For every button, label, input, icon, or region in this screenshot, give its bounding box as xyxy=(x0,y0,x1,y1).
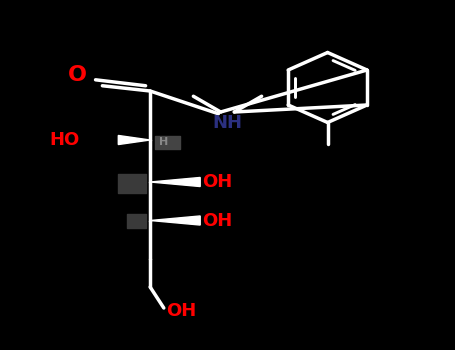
Text: NH: NH xyxy=(212,113,243,132)
Polygon shape xyxy=(150,216,200,225)
Text: O: O xyxy=(68,65,87,85)
Polygon shape xyxy=(150,177,200,187)
Polygon shape xyxy=(118,135,150,145)
Text: H: H xyxy=(159,137,168,147)
Text: HO: HO xyxy=(50,131,80,149)
Text: OH: OH xyxy=(202,173,233,191)
Text: OH: OH xyxy=(166,302,196,321)
Text: OH: OH xyxy=(202,211,233,230)
